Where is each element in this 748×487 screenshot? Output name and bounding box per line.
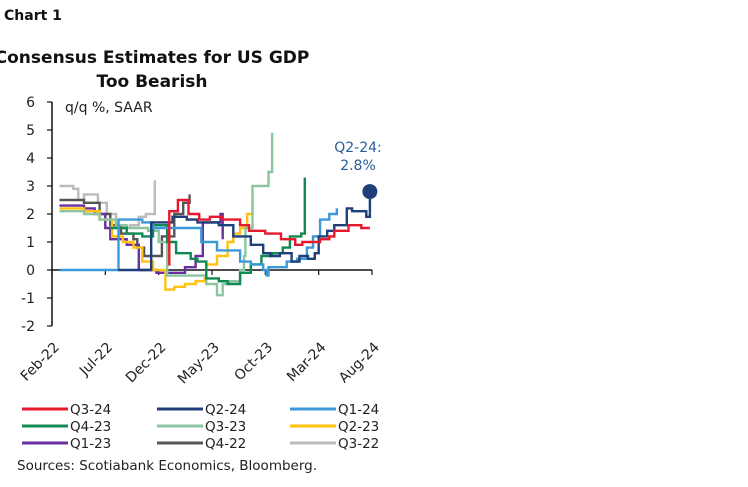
x-tick-label: May-23 <box>175 340 223 388</box>
series-line-q3-24 <box>168 198 370 266</box>
y-tick-label: 5 <box>26 123 35 139</box>
x-tick-label: Feb-22 <box>18 340 63 385</box>
x-tick-label: Oct-23 <box>232 340 277 385</box>
y-tick-label: 3 <box>26 179 35 195</box>
legend-label: Q1-24 <box>338 402 379 418</box>
series-lines <box>59 132 372 297</box>
chart-title-line-2: Too Bearish <box>96 72 207 92</box>
legend-label: Q4-23 <box>70 419 111 435</box>
legend-label: Q2-23 <box>338 419 379 435</box>
series-line-q3-23 <box>59 132 274 297</box>
y-axis-label: q/q %, SAAR <box>65 100 153 116</box>
series-line-q2-24 <box>118 191 372 272</box>
x-tick-label: Jul-22 <box>76 340 116 380</box>
annotation-line-2: 2.8% <box>340 158 376 174</box>
x-tick-label: Aug-24 <box>336 339 383 386</box>
y-tick-label: 2 <box>26 207 35 223</box>
sources-note: Sources: Scotiabank Economics, Bloomberg… <box>17 458 317 474</box>
annotation: Q2-24: 2.8% <box>334 140 382 200</box>
y-tick-label: 6 <box>26 95 35 111</box>
annotation-marker <box>362 184 378 200</box>
legend-label: Q4-22 <box>205 436 246 452</box>
y-tick-label: 4 <box>26 151 35 167</box>
legend-label: Q3-24 <box>70 402 111 418</box>
legend-label: Q3-23 <box>205 419 246 435</box>
legend-label: Q3-22 <box>338 436 379 452</box>
legend: Q3-24 Q2-24 Q1-24 Q4-23 Q3-23 Q2-23 Q1-23 Q4-22… <box>22 402 379 452</box>
annotation-line-1: Q2-24: <box>334 140 382 156</box>
chart-title-line-1: Consensus Estimates for US GDP <box>0 48 309 68</box>
chart-label: Chart 1 <box>4 8 62 24</box>
y-tick-label: -2 <box>21 319 35 335</box>
y-tick-label: 1 <box>26 235 35 251</box>
series-line-q3-22 <box>59 180 156 230</box>
y-tick-label: 0 <box>26 263 35 279</box>
x-tick-label: Mar-24 <box>284 339 330 385</box>
x-tick-label: Dec-22 <box>123 340 170 387</box>
legend-label: Q1-23 <box>70 436 111 452</box>
legend-label: Q2-24 <box>205 402 246 418</box>
y-tick-label: -1 <box>21 291 35 307</box>
